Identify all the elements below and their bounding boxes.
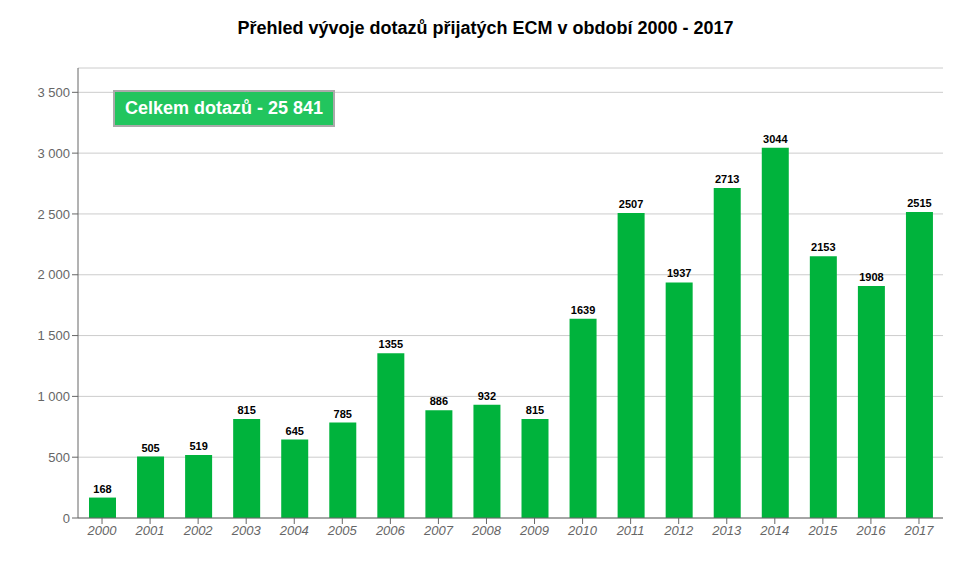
svg-text:2009: 2009 — [519, 523, 549, 538]
svg-text:2016: 2016 — [855, 523, 886, 538]
svg-text:2008: 2008 — [471, 523, 502, 538]
svg-text:2001: 2001 — [135, 523, 165, 538]
svg-text:519: 519 — [189, 440, 207, 452]
svg-text:2012: 2012 — [663, 523, 694, 538]
svg-text:2013: 2013 — [711, 523, 742, 538]
svg-text:2017: 2017 — [904, 523, 935, 538]
svg-text:2007: 2007 — [423, 523, 454, 538]
svg-text:1937: 1937 — [667, 267, 691, 279]
svg-text:815: 815 — [526, 404, 544, 416]
svg-text:2153: 2153 — [811, 241, 835, 253]
svg-text:2005: 2005 — [327, 523, 358, 538]
svg-text:645: 645 — [286, 425, 304, 437]
svg-text:2 000: 2 000 — [37, 267, 70, 282]
svg-text:2515: 2515 — [907, 197, 931, 209]
svg-text:785: 785 — [334, 408, 352, 420]
svg-text:3044: 3044 — [763, 133, 788, 145]
html-text:Celkem dotazů - 25 841: Celkem dotazů - 25 841 — [125, 98, 324, 118]
svg-text:1639: 1639 — [571, 304, 595, 316]
svg-text:2002: 2002 — [183, 523, 214, 538]
svg-text:2 500: 2 500 — [37, 207, 70, 222]
svg-text:2014: 2014 — [759, 523, 789, 538]
html-text:Přehled vývoje dotazů přijatýc: Přehled vývoje dotazů přijatých ECM v ob… — [237, 18, 734, 38]
svg-text:2713: 2713 — [715, 173, 739, 185]
svg-text:500: 500 — [48, 450, 70, 465]
svg-text:1 000: 1 000 — [37, 389, 70, 404]
svg-text:2015: 2015 — [807, 523, 838, 538]
svg-text:2010: 2010 — [567, 523, 598, 538]
svg-text:2000: 2000 — [87, 523, 118, 538]
svg-text:505: 505 — [141, 442, 159, 454]
svg-text:815: 815 — [237, 404, 255, 416]
svg-text:886: 886 — [430, 395, 448, 407]
svg-text:168: 168 — [93, 483, 111, 495]
svg-text:2006: 2006 — [375, 523, 406, 538]
svg-text:1 500: 1 500 — [37, 328, 70, 343]
svg-text:2011: 2011 — [616, 523, 645, 538]
svg-text:3 500: 3 500 — [37, 85, 70, 100]
svg-text:2507: 2507 — [619, 198, 643, 210]
svg-text:2003: 2003 — [231, 523, 262, 538]
svg-text:1355: 1355 — [379, 338, 403, 350]
svg-text:0: 0 — [63, 511, 70, 526]
svg-text:1908: 1908 — [859, 271, 883, 283]
svg-text:3 000: 3 000 — [37, 146, 70, 161]
svg-text:932: 932 — [478, 390, 496, 402]
svg-text:2004: 2004 — [279, 523, 309, 538]
